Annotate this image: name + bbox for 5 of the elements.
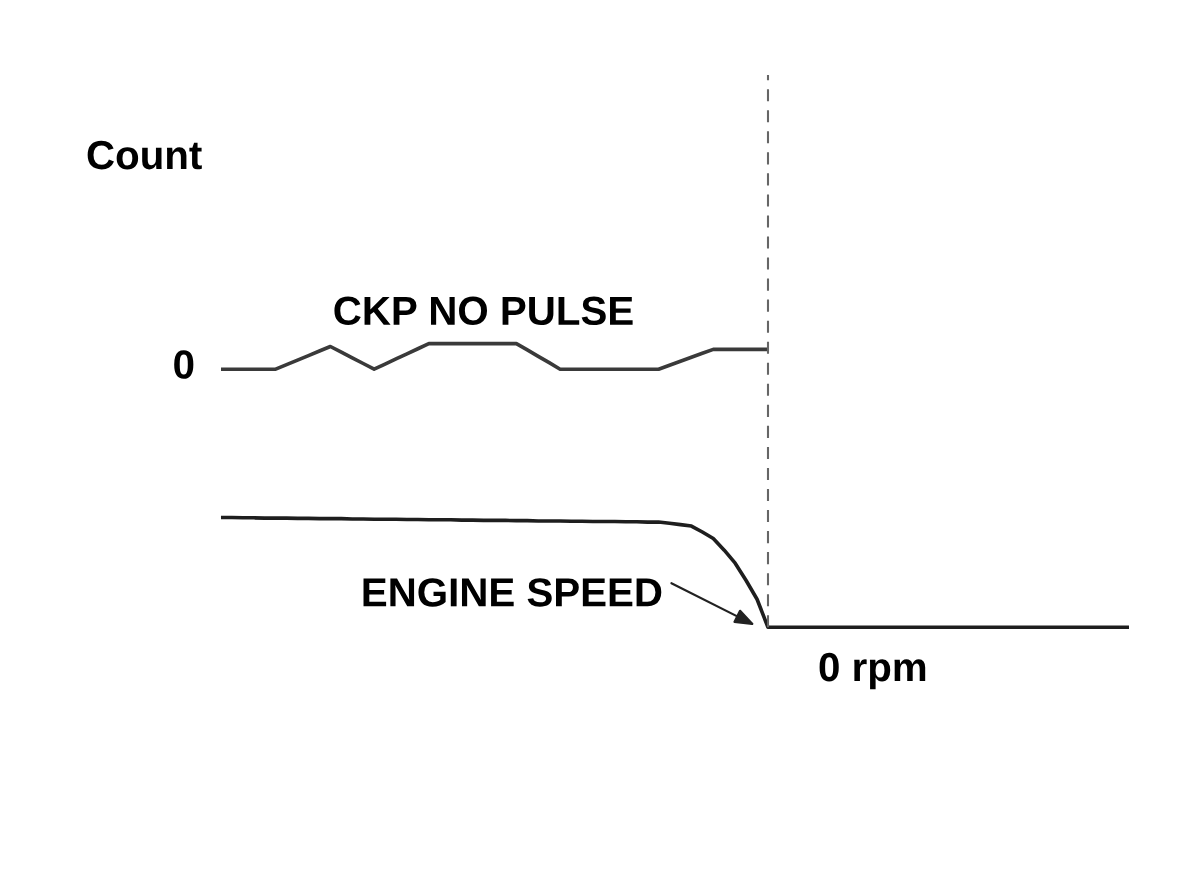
- y-axis-title: Count: [87, 140, 202, 170]
- text: 0 rpm: [819, 652, 926, 690]
- legend-label: ENGINE SPEED: [363, 578, 662, 607]
- series-label: CKP NO PULSE: [334, 296, 633, 326]
- text: 0: [174, 350, 194, 379]
